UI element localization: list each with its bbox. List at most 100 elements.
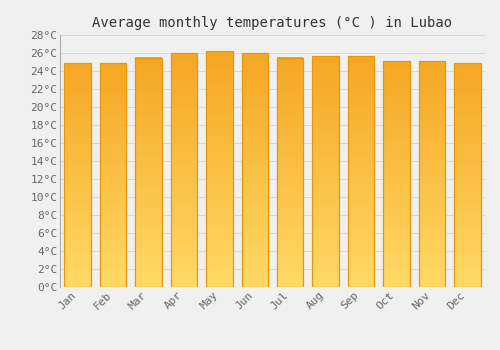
Bar (277, 238, 303, 239)
Bar (277, 179, 303, 180)
Bar (100, 215, 126, 216)
Bar (383, 281, 409, 282)
Bar (454, 169, 480, 170)
Bar (348, 284, 374, 285)
Bar (100, 96, 126, 97)
Bar (383, 219, 409, 220)
Bar (348, 189, 374, 190)
Bar (277, 162, 303, 163)
Bar (277, 251, 303, 253)
Bar (100, 79, 126, 80)
Bar (312, 161, 339, 162)
Bar (312, 121, 339, 123)
Bar (242, 191, 268, 192)
Bar (277, 225, 303, 226)
Bar (277, 86, 303, 88)
Bar (277, 82, 303, 83)
Bar (136, 93, 162, 94)
Bar (136, 284, 162, 285)
Bar (277, 113, 303, 114)
Bar (277, 99, 303, 100)
Bar (312, 175, 339, 176)
Bar (242, 160, 268, 161)
Bar (312, 147, 339, 148)
Bar (100, 195, 126, 196)
Bar (312, 83, 339, 85)
Bar (136, 153, 162, 154)
Bar (170, 222, 197, 223)
Bar (64, 272, 91, 274)
Bar (454, 99, 480, 100)
Bar (100, 187, 126, 188)
Bar (383, 225, 409, 226)
Bar (348, 57, 374, 58)
Bar (136, 177, 162, 178)
Bar (383, 180, 409, 181)
Bar (170, 285, 197, 286)
Bar (418, 271, 445, 272)
Bar (206, 285, 233, 286)
Bar (348, 124, 374, 125)
Bar (383, 197, 409, 198)
Bar (100, 214, 126, 215)
Bar (64, 140, 91, 141)
Bar (454, 182, 480, 183)
Bar (136, 264, 162, 265)
Bar (64, 242, 91, 243)
Bar (277, 259, 303, 261)
Bar (418, 75, 445, 76)
Bar (383, 268, 409, 269)
Bar (418, 277, 445, 278)
Bar (206, 208, 233, 209)
Bar (454, 221, 480, 222)
Bar (64, 84, 91, 85)
Bar (136, 199, 162, 200)
Bar (170, 146, 197, 147)
Bar (64, 161, 91, 163)
Bar (64, 258, 91, 259)
Bar (64, 77, 91, 79)
Bar (170, 106, 197, 107)
Bar (100, 81, 126, 82)
Bar (418, 177, 445, 178)
Bar (100, 285, 126, 286)
Bar (170, 210, 197, 211)
Bar (383, 166, 409, 167)
Bar (136, 222, 162, 223)
Bar (383, 113, 409, 114)
Bar (418, 98, 445, 99)
Bar (383, 107, 409, 108)
Bar (64, 169, 91, 170)
Bar (100, 163, 126, 164)
Bar (348, 241, 374, 242)
Bar (170, 148, 197, 149)
Bar (348, 60, 374, 62)
Bar (206, 120, 233, 121)
Bar (348, 75, 374, 77)
Bar (454, 272, 480, 274)
Bar (100, 108, 126, 109)
Bar (100, 241, 126, 242)
Bar (206, 268, 233, 269)
Bar (206, 190, 233, 191)
Bar (383, 159, 409, 161)
Bar (170, 209, 197, 210)
Bar (312, 235, 339, 236)
Bar (170, 184, 197, 185)
Bar (64, 175, 91, 176)
Bar (100, 198, 126, 200)
Bar (454, 109, 480, 110)
Bar (348, 158, 374, 159)
Bar (170, 268, 197, 270)
Bar (170, 89, 197, 90)
Bar (206, 79, 233, 80)
Bar (418, 231, 445, 232)
Bar (64, 204, 91, 205)
Bar (312, 212, 339, 213)
Bar (348, 286, 374, 287)
Bar (100, 112, 126, 113)
Bar (206, 77, 233, 78)
Bar (242, 276, 268, 278)
Bar (100, 159, 126, 160)
Bar (136, 240, 162, 241)
